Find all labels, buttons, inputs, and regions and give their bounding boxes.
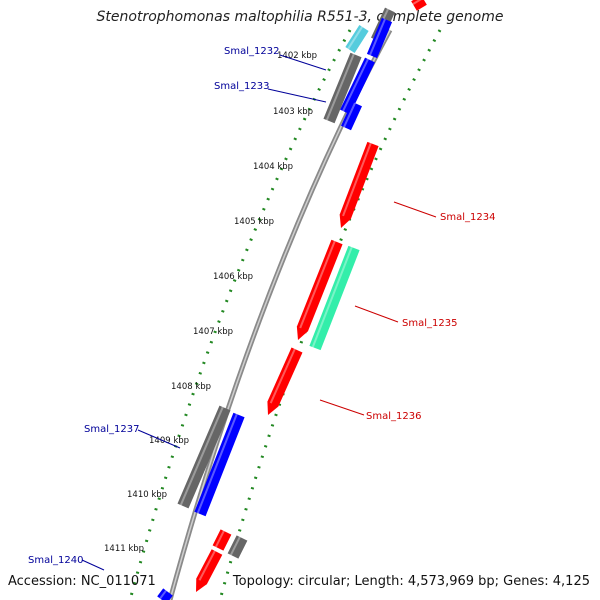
gene-label[interactable]: Smal_1234 xyxy=(440,212,495,223)
gene-feature[interactable] xyxy=(339,141,379,228)
topology-label: Topology: circular; Length: 4,573,969 bp… xyxy=(232,574,590,589)
gene-label[interactable]: Smal_1233 xyxy=(214,81,269,92)
gene-feature-shine xyxy=(325,53,355,121)
gene-feature-shine xyxy=(347,26,363,50)
leader-line xyxy=(267,88,327,103)
leader-line xyxy=(393,201,437,218)
gene-feature-shine xyxy=(311,246,353,348)
gene-feature-shine xyxy=(179,406,224,506)
gene-feature-shine xyxy=(412,0,422,5)
gene-feature-shine xyxy=(159,589,167,600)
kbp-label: 1408 kbp xyxy=(171,382,211,392)
gene-label[interactable]: Smal_1240 xyxy=(28,555,83,566)
gene-feature[interactable] xyxy=(341,101,362,131)
gene-feature-shine xyxy=(299,240,336,329)
outer-tick-track xyxy=(218,29,442,600)
kbp-label: 1406 kbp xyxy=(213,272,253,282)
gene-feature-shine xyxy=(269,348,296,404)
inner-tick-track xyxy=(128,29,352,600)
gene-label[interactable]: Smal_1236 xyxy=(366,411,421,422)
gene-feature[interactable] xyxy=(309,245,360,351)
gene-feature-shine xyxy=(229,536,241,556)
gene-feature-shine xyxy=(369,18,386,56)
kbp-label: 1410 kbp xyxy=(127,490,167,500)
gene-feature[interactable] xyxy=(267,347,303,415)
gene-feature[interactable] xyxy=(212,529,232,551)
kbp-label: 1405 kbp xyxy=(234,217,274,227)
kbp-label: 1407 kbp xyxy=(193,327,233,337)
gene-label[interactable]: Smal_1235 xyxy=(402,318,457,329)
gene-feature[interactable] xyxy=(366,17,393,59)
gene-feature-shine xyxy=(342,58,369,112)
kbp-label: 1402 kbp xyxy=(277,51,317,61)
kbp-label: 1409 kbp xyxy=(149,436,189,446)
leader-line xyxy=(137,429,181,449)
gene-feature[interactable] xyxy=(340,57,375,115)
accession-label: Accession: NC_011071 xyxy=(8,574,156,589)
gene-feature[interactable] xyxy=(323,52,362,124)
leader-line xyxy=(354,305,399,323)
kbp-label: 1404 kbp xyxy=(253,162,293,172)
leader-line xyxy=(319,399,365,416)
gene-feature-shine xyxy=(198,550,216,581)
genome-title: Stenotrophomonas maltophilia R551-3, com… xyxy=(96,9,504,25)
gene-feature[interactable] xyxy=(177,405,231,509)
gene-feature[interactable] xyxy=(194,412,245,517)
leader-line xyxy=(81,559,105,571)
gene-feature[interactable] xyxy=(345,25,369,53)
gene-feature-shine xyxy=(196,413,238,514)
gene-feature[interactable] xyxy=(296,239,343,340)
gene-feature-shine xyxy=(342,142,372,217)
gene-feature-shine xyxy=(214,530,225,548)
gene-feature-shine xyxy=(343,102,356,128)
gene-feature[interactable] xyxy=(157,588,173,600)
kbp-label: 1411 kbp xyxy=(104,544,144,554)
gene-feature[interactable] xyxy=(196,549,223,592)
gene-label[interactable]: Smal_1232 xyxy=(224,46,279,57)
gene-feature[interactable] xyxy=(227,535,248,559)
gene-feature[interactable] xyxy=(411,0,427,11)
kbp-label: 1403 kbp xyxy=(273,107,313,117)
leader-line xyxy=(279,54,327,71)
gene-label[interactable]: Smal_1237 xyxy=(84,424,139,435)
